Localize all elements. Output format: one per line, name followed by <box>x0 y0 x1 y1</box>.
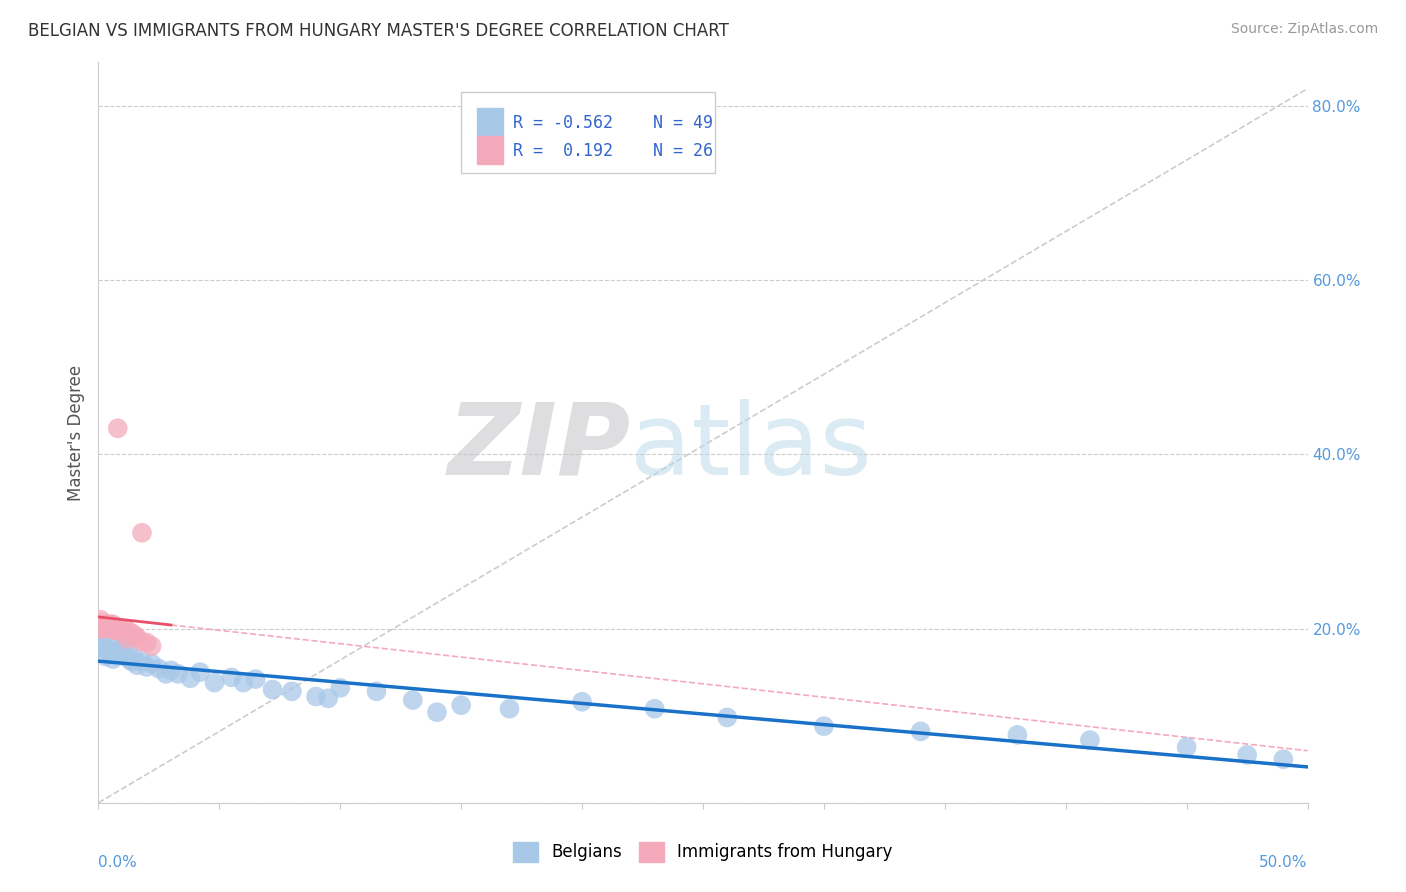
Point <box>101 652 124 666</box>
Point <box>91 622 114 636</box>
Point <box>910 724 932 739</box>
Point <box>101 622 124 636</box>
Point <box>167 666 190 681</box>
Point <box>108 646 131 660</box>
Point <box>90 640 112 655</box>
Point <box>716 710 738 724</box>
Point <box>155 666 177 681</box>
Point <box>644 702 666 716</box>
Point <box>179 671 201 685</box>
Point <box>124 651 146 665</box>
Text: atlas: atlas <box>630 399 872 496</box>
Point <box>141 657 163 671</box>
Point <box>366 684 388 698</box>
Text: Source: ZipAtlas.com: Source: ZipAtlas.com <box>1230 22 1378 37</box>
Y-axis label: Master's Degree: Master's Degree <box>66 365 84 500</box>
Point <box>426 705 449 719</box>
Legend: Belgians, Immigrants from Hungary: Belgians, Immigrants from Hungary <box>506 835 900 869</box>
Point <box>281 684 304 698</box>
Point <box>94 649 117 664</box>
Bar <box>477 108 503 136</box>
Point <box>121 627 143 641</box>
Point <box>118 625 141 640</box>
Point <box>100 622 122 636</box>
Point <box>104 624 127 638</box>
Point <box>316 691 339 706</box>
Point <box>402 693 425 707</box>
Point <box>108 622 131 636</box>
Text: BELGIAN VS IMMIGRANTS FROM HUNGARY MASTER'S DEGREE CORRELATION CHART: BELGIAN VS IMMIGRANTS FROM HUNGARY MASTE… <box>28 22 728 40</box>
Point <box>111 625 134 640</box>
Bar <box>477 136 503 164</box>
Point <box>100 617 122 632</box>
Point <box>813 719 835 733</box>
Point <box>1007 728 1029 742</box>
Point <box>1272 752 1295 766</box>
Point <box>127 658 149 673</box>
Point <box>148 662 170 676</box>
Point <box>232 675 254 690</box>
Point <box>107 624 129 638</box>
Point <box>221 670 243 684</box>
Point <box>131 525 153 540</box>
Point <box>1236 747 1258 762</box>
Text: R =  0.192    N = 26: R = 0.192 N = 26 <box>513 142 713 160</box>
Point <box>1078 733 1101 747</box>
Point <box>90 622 112 636</box>
Point <box>117 642 139 657</box>
FancyBboxPatch shape <box>461 92 716 173</box>
Point <box>305 690 328 704</box>
Point <box>262 682 284 697</box>
Point <box>117 632 139 646</box>
Point <box>114 649 136 664</box>
Text: 50.0%: 50.0% <box>1260 855 1308 870</box>
Point <box>245 672 267 686</box>
Point <box>204 675 226 690</box>
Point <box>141 639 163 653</box>
Point <box>135 635 157 649</box>
Point <box>104 620 127 634</box>
Point <box>131 634 153 648</box>
Point <box>104 648 127 662</box>
Point <box>127 630 149 644</box>
Point <box>101 617 124 632</box>
Point <box>498 702 520 716</box>
Point <box>121 655 143 669</box>
Point <box>124 629 146 643</box>
Text: 0.0%: 0.0% <box>98 855 138 870</box>
Point <box>107 421 129 435</box>
Point <box>97 644 120 658</box>
Point <box>114 622 136 636</box>
Point <box>571 695 593 709</box>
Point <box>188 665 211 680</box>
Point <box>94 617 117 632</box>
Point <box>90 613 112 627</box>
Point <box>118 653 141 667</box>
Point <box>91 637 114 651</box>
Point <box>111 639 134 653</box>
Point <box>1175 740 1198 755</box>
Point <box>450 698 472 713</box>
Point <box>107 643 129 657</box>
Point <box>135 660 157 674</box>
Point <box>100 640 122 654</box>
Text: R = -0.562    N = 49: R = -0.562 N = 49 <box>513 114 713 132</box>
Point <box>131 655 153 669</box>
Text: ZIP: ZIP <box>447 399 630 496</box>
Point <box>329 681 352 695</box>
Point <box>160 664 183 678</box>
Point <box>97 622 120 636</box>
Point <box>91 617 114 632</box>
